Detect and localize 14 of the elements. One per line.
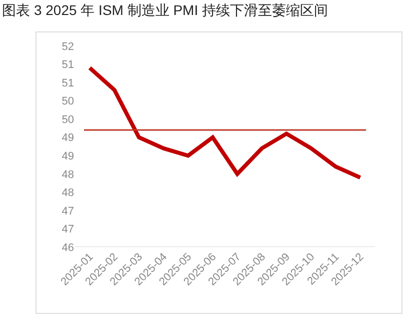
- chart-title: 图表 3 2025 年 ISM 制造业 PMI 持续下滑至萎缩区间: [2, 2, 328, 18]
- line-series: [88, 66, 362, 180]
- y-tick-label: 48: [62, 187, 74, 200]
- y-tick-label: 50: [62, 96, 74, 108]
- y-tick-label: 52: [62, 40, 74, 53]
- y-tick-label: 51: [62, 59, 74, 72]
- y-tick-label: 47: [62, 205, 74, 218]
- y-tick-label: 50: [62, 114, 74, 126]
- y-tick-label: 49: [62, 150, 74, 162]
- y-tick-label: 46: [62, 242, 74, 254]
- y-tick-label: 47: [62, 224, 74, 236]
- y-tick-label: 51: [62, 77, 74, 90]
- y-tick-label: 48: [62, 168, 74, 181]
- y-tick-label: 49: [62, 132, 74, 144]
